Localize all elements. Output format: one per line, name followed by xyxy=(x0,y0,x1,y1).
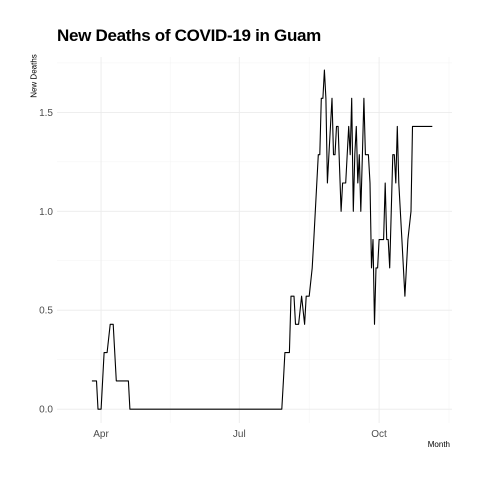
chart-title: New Deaths of COVID-19 in Guam xyxy=(57,26,321,45)
y-tick-label: 0.5 xyxy=(39,306,53,317)
y-tick-labels: 0.0 0.5 1.0 1.5 xyxy=(39,108,53,416)
minor-gridlines xyxy=(57,57,452,423)
x-axis-label: Month xyxy=(427,440,450,449)
x-tick-label: Jul xyxy=(233,429,246,440)
x-tick-labels: Apr Jul Oct xyxy=(93,429,387,440)
y-tick-label: 1.0 xyxy=(39,207,53,218)
major-gridlines xyxy=(57,57,452,423)
y-tick-label: 1.5 xyxy=(39,108,53,119)
x-tick-label: Oct xyxy=(371,429,387,440)
series-layer xyxy=(91,69,433,410)
series-line xyxy=(91,69,433,410)
x-tick-label: Apr xyxy=(93,429,109,440)
y-tick-label: 0.0 xyxy=(39,405,53,416)
